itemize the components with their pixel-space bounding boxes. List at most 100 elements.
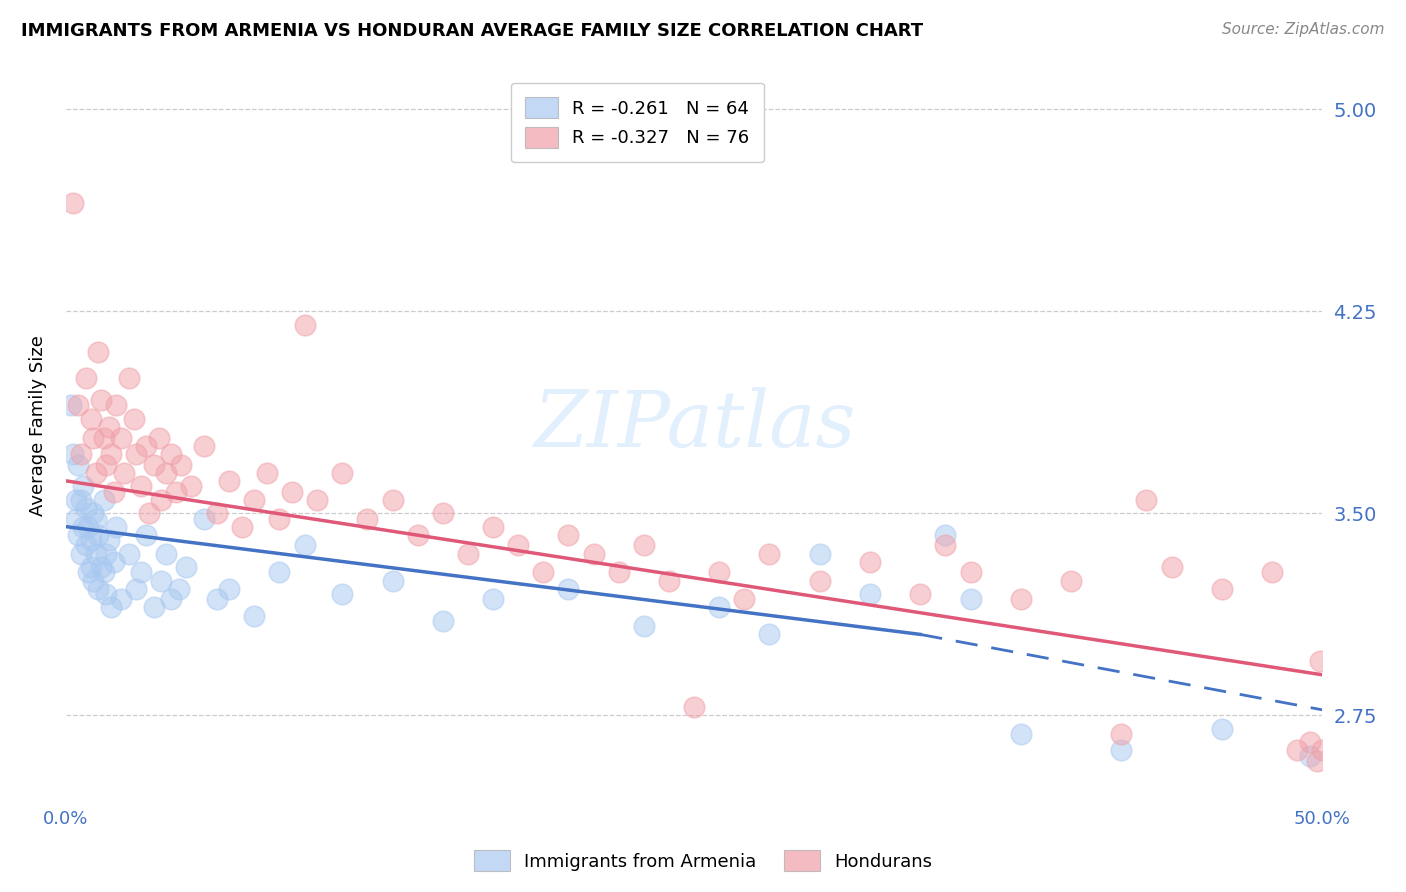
Point: [658, 574, 681, 588]
Point: [110, 431, 132, 445]
Legend: R = -0.261   N = 64, R = -0.327   N = 76: R = -0.261 N = 64, R = -0.327 N = 76: [510, 83, 763, 162]
Point: [150, 574, 173, 588]
Point: [97, 533, 120, 547]
Point: [1211, 722, 1233, 736]
Y-axis label: Average Family Size: Average Family Size: [30, 335, 46, 516]
Point: [165, 484, 187, 499]
Legend: Immigrants from Armenia, Hondurans: Immigrants from Armenia, Hondurans: [467, 843, 939, 879]
Point: [959, 566, 981, 580]
Point: [432, 506, 454, 520]
Point: [135, 527, 157, 541]
Point: [432, 614, 454, 628]
Point: [859, 555, 882, 569]
Point: [160, 447, 183, 461]
Point: [148, 431, 170, 445]
Point: [910, 587, 932, 601]
Point: [1310, 743, 1333, 757]
Point: [1010, 592, 1032, 607]
Point: [758, 627, 780, 641]
Point: [180, 479, 202, 493]
Point: [94, 587, 117, 601]
Point: [1060, 574, 1083, 588]
Point: [125, 582, 148, 596]
Point: [758, 547, 780, 561]
Point: [155, 547, 177, 561]
Point: [93, 492, 115, 507]
Point: [934, 527, 956, 541]
Point: [205, 592, 228, 607]
Point: [633, 619, 655, 633]
Point: [129, 479, 152, 493]
Point: [205, 506, 228, 520]
Point: [70, 447, 93, 461]
Point: [406, 527, 429, 541]
Point: [82, 506, 104, 520]
Point: [709, 600, 731, 615]
Point: [87, 527, 110, 541]
Point: [80, 560, 103, 574]
Text: IMMIGRANTS FROM ARMENIA VS HONDURAN AVERAGE FAMILY SIZE CORRELATION CHART: IMMIGRANTS FROM ARMENIA VS HONDURAN AVER…: [21, 22, 924, 40]
Point: [100, 600, 122, 615]
Point: [122, 412, 145, 426]
Point: [142, 600, 165, 615]
Point: [75, 539, 97, 553]
Point: [93, 566, 115, 580]
Point: [808, 547, 831, 561]
Point: [138, 506, 160, 520]
Point: [176, 560, 198, 574]
Point: [84, 511, 107, 525]
Point: [1111, 727, 1133, 741]
Point: [281, 484, 304, 499]
Point: [482, 592, 505, 607]
Point: [269, 511, 291, 525]
Point: [633, 539, 655, 553]
Point: [105, 519, 128, 533]
Point: [105, 398, 128, 412]
Point: [356, 511, 378, 525]
Point: [94, 458, 117, 472]
Point: [256, 466, 278, 480]
Point: [135, 439, 157, 453]
Point: [557, 582, 579, 596]
Point: [155, 466, 177, 480]
Point: [733, 592, 755, 607]
Point: [150, 492, 173, 507]
Point: [294, 539, 316, 553]
Point: [65, 492, 87, 507]
Point: [103, 484, 125, 499]
Point: [1299, 735, 1322, 749]
Point: [582, 547, 605, 561]
Point: [218, 582, 240, 596]
Point: [90, 560, 112, 574]
Point: [269, 566, 291, 580]
Point: [330, 587, 353, 601]
Point: [482, 519, 505, 533]
Point: [160, 592, 183, 607]
Point: [1261, 566, 1284, 580]
Point: [193, 511, 215, 525]
Point: [117, 547, 139, 561]
Point: [100, 447, 122, 461]
Point: [231, 519, 253, 533]
Text: Source: ZipAtlas.com: Source: ZipAtlas.com: [1222, 22, 1385, 37]
Point: [112, 466, 135, 480]
Point: [1299, 748, 1322, 763]
Point: [1135, 492, 1157, 507]
Point: [859, 587, 882, 601]
Point: [84, 547, 107, 561]
Point: [103, 555, 125, 569]
Point: [80, 533, 103, 547]
Text: ZIPatlas: ZIPatlas: [533, 387, 855, 464]
Point: [167, 582, 190, 596]
Point: [82, 431, 104, 445]
Point: [457, 547, 479, 561]
Point: [67, 527, 90, 541]
Point: [110, 592, 132, 607]
Point: [75, 371, 97, 385]
Point: [87, 582, 110, 596]
Point: [59, 398, 82, 412]
Point: [70, 492, 93, 507]
Point: [67, 398, 90, 412]
Point: [243, 608, 266, 623]
Point: [808, 574, 831, 588]
